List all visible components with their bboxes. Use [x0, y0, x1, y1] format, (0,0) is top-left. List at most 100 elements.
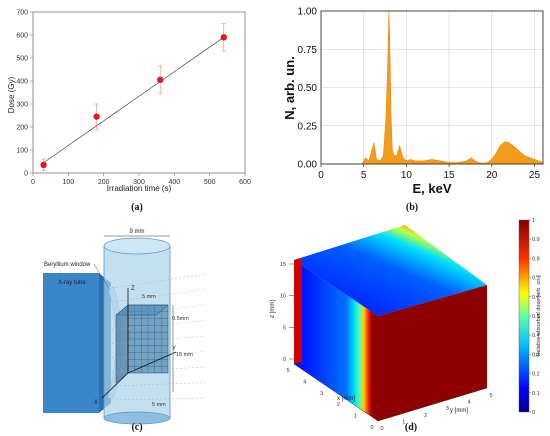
- d-xtick-label: 5: [286, 368, 289, 374]
- data-point: [157, 76, 164, 84]
- d-xtick-label: 2: [337, 402, 340, 408]
- cbar-tick-label: 1: [532, 218, 535, 224]
- xray-tube-body: [43, 273, 99, 413]
- colorbar: [518, 219, 530, 413]
- cbar-tick-label: 0.9: [532, 237, 540, 243]
- beam-ray: [111, 397, 206, 401]
- b-xtick-label: 10: [401, 170, 413, 181]
- panel-b-xlabel: E, keV: [412, 181, 451, 196]
- d-ytick-label: 0: [380, 426, 383, 432]
- a-xtick-label: 0: [31, 179, 35, 186]
- beryllium-label: Beryllium window: [44, 262, 91, 268]
- fifteen-mm-label: 15 mm: [176, 352, 193, 358]
- colorbar-label: Relative absorbed dose [arb. un.]: [536, 275, 542, 356]
- panel-a-ylabel: Dose (Gy): [7, 76, 16, 113]
- panel-d-zlabel: z [mm]: [270, 300, 276, 318]
- a-xtick-label: 300: [133, 179, 145, 186]
- five-mm-bottom-label: 5 mm: [152, 402, 166, 408]
- a-xtick-label: 600: [239, 179, 251, 186]
- beam-ray: [111, 320, 206, 331]
- cbar-tick-label: 0.6: [532, 295, 540, 301]
- left-face-edge: [294, 258, 302, 364]
- b-xtick-label: 20: [486, 170, 498, 181]
- d-xtick-label: 3: [320, 391, 323, 397]
- panel-b-spectrum: 0 5 10 15 20 25 0.00 0.25 0.50 0.75 1.00 E, keV N,…: [282, 7, 544, 213]
- cbar-tick-label: 0.8: [532, 256, 540, 262]
- width-label: 9 mm: [130, 229, 145, 235]
- d-y-axis-line: [377, 387, 488, 422]
- b-xtick-label: 5: [361, 170, 367, 181]
- panel-b-frame: [320, 10, 544, 165]
- d-ytick-label: 3: [446, 406, 449, 412]
- d-ztick-label: 0: [283, 357, 286, 363]
- d-ytick-label: 5: [489, 393, 492, 399]
- y-axis-label: Y: [172, 346, 176, 352]
- cbar-tick-label: 0.3: [532, 352, 540, 358]
- data-point: [220, 34, 227, 41]
- a-xtick-label: 100: [62, 179, 74, 186]
- z-axis-label: Z: [131, 286, 135, 292]
- a-xtick-label: 200: [98, 179, 110, 186]
- cube-top-face: [294, 225, 487, 316]
- cbar-tick-label: 0.2: [532, 372, 540, 378]
- a-ytick-label: 200: [16, 125, 28, 132]
- y-axis: [127, 351, 177, 374]
- beam-ray: [111, 335, 206, 345]
- a-xtick-label: 400: [168, 179, 180, 186]
- d-ztick-label: 15: [280, 262, 286, 268]
- a-ytick-label: 700: [16, 10, 28, 17]
- a-ytick-label: 0: [24, 171, 28, 178]
- voxel-top-face: [115, 304, 169, 316]
- x-axis-label: X: [94, 400, 98, 406]
- cbar-tick-label: 0.7: [532, 276, 540, 282]
- beryllium-leader: [93, 263, 111, 291]
- cbar-tick-label: 0.5: [532, 314, 540, 320]
- d-ytick-label: 2: [424, 413, 427, 419]
- cbar-tick-label: 0.1: [532, 391, 540, 397]
- d-ytick-label: 1: [402, 419, 405, 425]
- b-ytick-label: 0.00: [298, 160, 318, 171]
- d-xtick-label: 4: [303, 379, 306, 385]
- a-ytick-label: 300: [16, 102, 28, 109]
- d-xtick-label: 0: [370, 425, 373, 431]
- a-ytick-label: 600: [16, 33, 28, 40]
- panel-a-scatter: 0 100 200 300 400 500 600 0 100 200 300 400 500 600 70…: [7, 10, 251, 214]
- cbar-tick-label: 0: [532, 410, 535, 416]
- b-xtick-label: 0: [318, 170, 324, 181]
- a-ytick-label: 400: [16, 79, 28, 86]
- cylinder-bottom: [103, 411, 171, 425]
- panel-b-caption: (b): [406, 202, 418, 213]
- panel-c-diagram: 9 mm Z Y X Beryllium window X-ray tube 5…: [43, 229, 206, 433]
- d-ztick-label: 5: [283, 325, 286, 331]
- panel-a-xlabel: Irradiation time (s): [107, 184, 172, 193]
- panel-c-caption: (c): [131, 422, 142, 433]
- b-ytick-label: 0.50: [298, 83, 318, 94]
- panel-d-ylabel: y [mm]: [450, 408, 468, 414]
- cylinder-top: [103, 237, 171, 255]
- fit-line: [43, 37, 224, 163]
- beam-ray: [111, 351, 206, 359]
- panel-b-ylabel: N, arb. un.: [282, 56, 297, 120]
- beam-ray: [111, 382, 206, 387]
- panel-a-caption: (a): [131, 202, 143, 213]
- b-xtick-label: 25: [529, 170, 541, 181]
- b-ytick-label: 0.25: [298, 121, 318, 132]
- b-ytick-label: 1.00: [298, 7, 318, 18]
- step-label: 0.5mm: [172, 316, 189, 322]
- d-x-axis-line: [293, 363, 379, 422]
- d-ztick-label: 10: [280, 294, 286, 300]
- b-xtick-label: 15: [444, 170, 456, 181]
- x-axis: [101, 372, 129, 399]
- panel-d-caption: (d): [405, 422, 417, 433]
- voxel-grid: [115, 304, 169, 384]
- beam-rays: [111, 273, 206, 401]
- d-ytick-label: 4: [468, 400, 471, 406]
- cube-right-face: [378, 285, 487, 421]
- b-ytick-label: 0.75: [298, 45, 318, 56]
- a-xtick-label: 500: [204, 179, 216, 186]
- panel-d-xlabel: x [mm]: [337, 396, 355, 402]
- spectrum-area: [321, 10, 544, 165]
- voxel-side-face: [115, 304, 129, 384]
- a-ytick-label: 500: [16, 56, 28, 63]
